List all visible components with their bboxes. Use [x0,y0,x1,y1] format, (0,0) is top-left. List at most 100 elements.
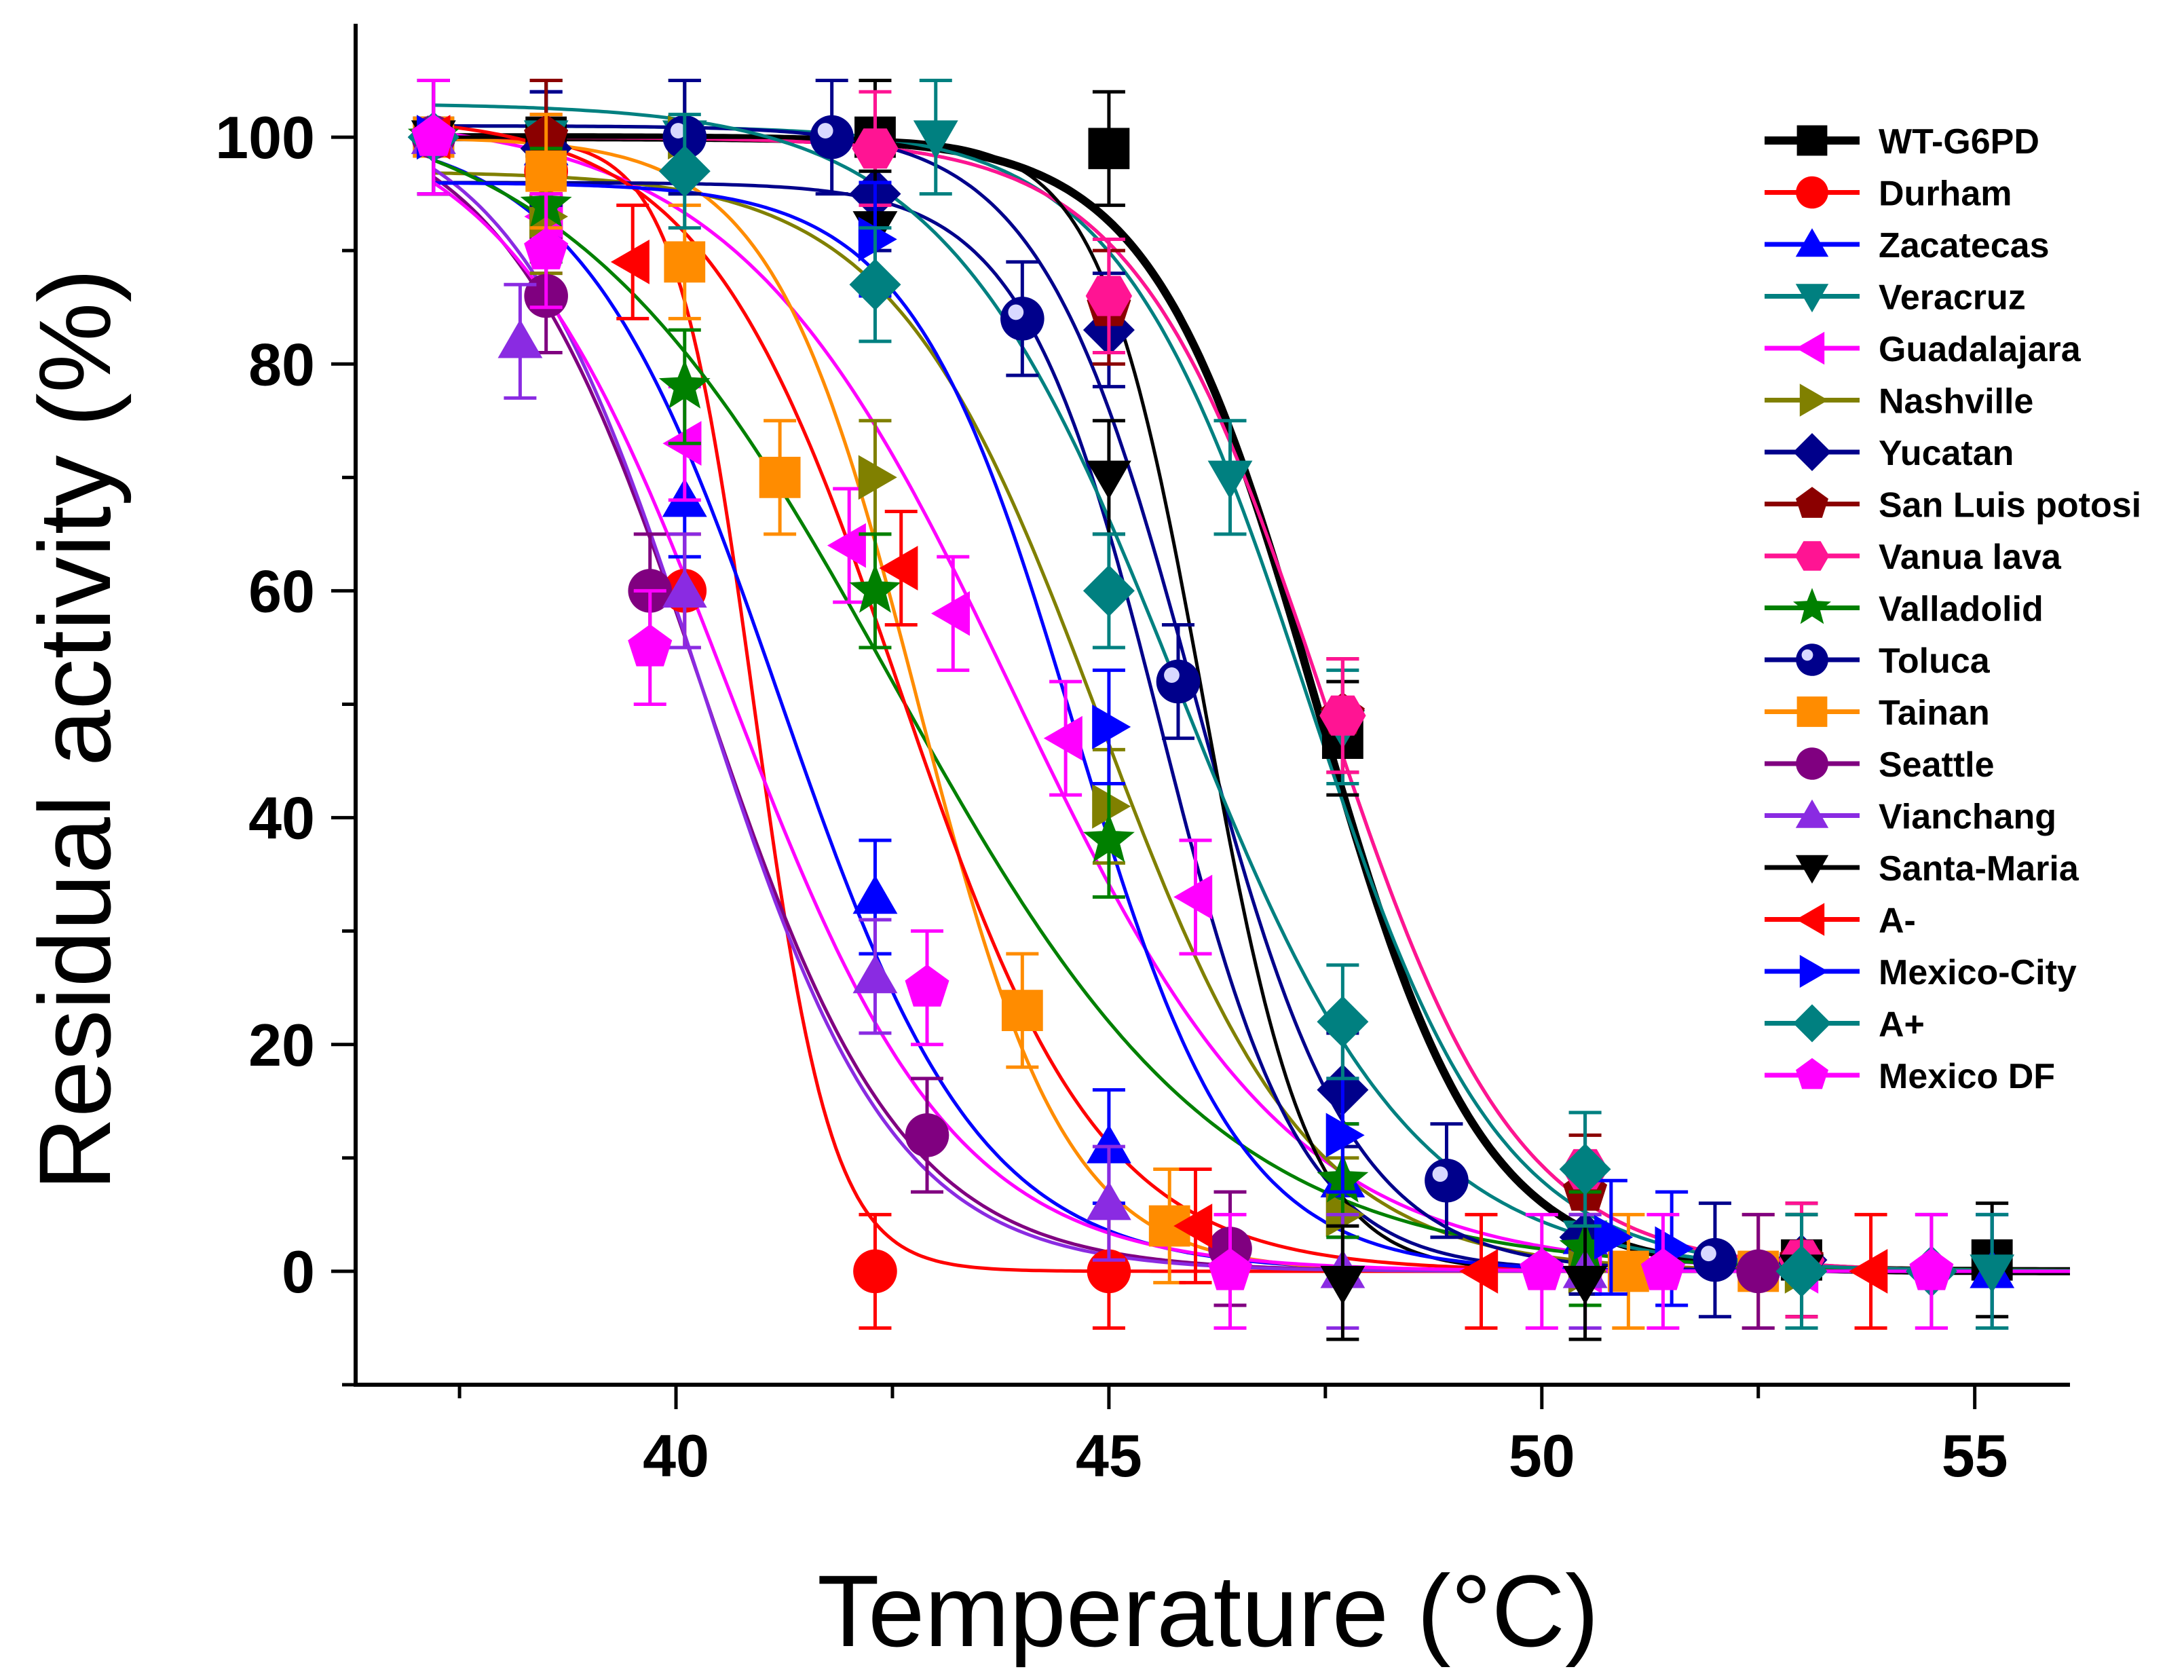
y-tick-label: 60 [248,557,315,624]
legend-label: Nashville [1879,382,2033,422]
legend-label: Vianchang [1879,798,2056,837]
marker-triangle-left [879,546,918,591]
marker-triangle-down [1320,1265,1366,1305]
ball-highlight [670,123,686,138]
legend-item: Santa-Maria [1765,849,2079,889]
legend-label: Valladolid [1879,590,2044,629]
legend-label: Guadalajara [1879,330,2082,369]
data-point [849,226,901,343]
legend-marker [1795,799,1829,828]
legend-label: Tainan [1879,694,1990,733]
legend-item: Mexico DF [1765,1057,2055,1096]
marker-triangle-up [852,875,898,914]
marker-triangle-left [610,240,649,284]
ball-highlight [1432,1166,1448,1182]
marker-triangle-left [931,591,970,636]
data-point [1000,260,1044,377]
data-point [1775,1212,1828,1330]
data-point [1083,781,1135,899]
marker-triangle-up [1087,1181,1131,1220]
marker-triangle-left [1173,1203,1213,1248]
data-point [1092,668,1131,785]
data-point [1156,623,1201,741]
data-point [913,79,958,196]
marker-circle [853,1249,897,1294]
data-point [759,419,801,536]
data-point [1317,963,1369,1081]
x-axis-title: Temperature (°C) [817,1554,1599,1668]
data-point [1082,532,1135,650]
legend: WT-G6PD Durham Zacatecas Veracruz Guadalajar… [1765,122,2141,1096]
legend-marker [1796,125,1828,156]
legend-marker [1796,331,1825,365]
data-point [931,555,970,672]
ball-body [810,115,854,160]
y-tick-label: 0 [282,1238,315,1305]
marker-pentagon [1909,1248,1954,1290]
marker-star [849,563,901,613]
legend-item: Yucatan [1765,433,2014,473]
ball-highlight [1164,667,1180,683]
marker-triangle-left [1043,715,1082,761]
legend-marker [1793,433,1831,471]
legend-item: Toluca [1765,641,1991,681]
marker-diamond [849,259,901,311]
marker-square [759,456,801,498]
marker-circle [1736,1249,1781,1294]
data-point [658,113,711,230]
legend-label: Mexico-City [1879,953,2077,992]
marker-pentagon [628,624,673,667]
legend-item: Nashville [1765,382,2033,422]
data-point [1520,1212,1564,1330]
data-point [1320,1224,1366,1341]
legend-marker [1796,643,1828,676]
marker-triangle-right [1092,784,1131,829]
data-point [1087,1144,1131,1262]
marker-square [1607,1250,1649,1292]
marker-star [1083,813,1135,863]
data-point [905,1077,949,1194]
axes [331,24,2070,1409]
legend-label: Veracruz [1879,278,2026,318]
marker-triangle-right [1325,1113,1365,1158]
marker-diamond [1082,565,1135,617]
data-point [879,509,918,627]
ball-body [1000,297,1044,341]
legend-item: Guadalajara [1765,330,2082,369]
legend-marker [1796,747,1828,780]
marker-triangle-up [497,319,543,358]
legend-label: WT-G6PD [1879,122,2039,162]
data-point [1085,237,1133,355]
legend-item: Zacatecas [1765,226,2050,265]
legend-marker [1799,954,1828,988]
marker-triangle-right [858,455,897,500]
legend-label: Seattle [1879,745,1995,785]
legend-marker [1794,541,1830,571]
legend-item: Tainan [1765,694,1990,733]
data-point [497,282,543,400]
marker-triangle-down [1562,1265,1608,1305]
data-point [1207,419,1253,536]
ball-body [1796,643,1828,676]
marker-circle [905,1113,949,1157]
data-point [1640,1212,1685,1330]
marker-square [664,241,706,283]
marker-pentagon [524,227,569,269]
legend-label: Durham [1879,174,2012,214]
data-point [858,419,897,536]
legend-marker [1796,903,1825,936]
y-tick-label: 80 [248,331,315,398]
marker-triangle-up [662,569,707,608]
data-point [1909,1212,1954,1330]
legend-marker [1796,176,1828,209]
ball-body [1425,1158,1469,1203]
data-point [1849,1212,1888,1330]
legend-marker [1796,487,1828,518]
marker-ball [1693,1237,1737,1282]
marker-pentagon [905,965,949,1007]
legend-item: San Luis potosi [1765,486,2141,525]
data-point [1970,1212,2015,1330]
legend-item: A- [1765,901,1916,941]
marker-triangle-up [852,954,898,994]
legend-marker [1795,228,1829,257]
